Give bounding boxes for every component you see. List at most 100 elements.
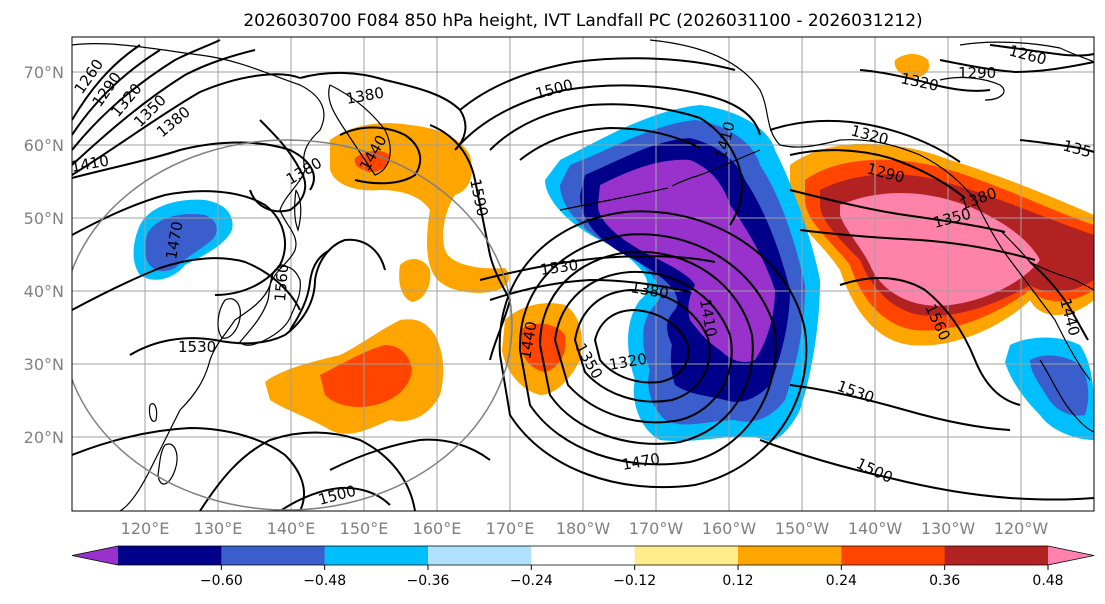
colorbar-tick-label: 0.12 <box>722 573 753 589</box>
contour-1440-kamchatka <box>339 126 422 185</box>
colorbar-tick-label: −0.48 <box>303 573 346 589</box>
contour-1320-arctic <box>859 69 991 92</box>
contour-1590 <box>429 124 512 361</box>
colorbar-tick-label: −0.60 <box>200 573 243 589</box>
contour-1350-edge <box>1019 139 1094 153</box>
lat-label-50n: 50°N <box>24 209 64 228</box>
contour-1380-low <box>553 270 733 424</box>
coast-korea <box>217 298 241 339</box>
contour-1260-arctic <box>989 44 1094 57</box>
label-1530-mid: 1530 <box>539 256 579 279</box>
colorbar-outline <box>71 545 1095 566</box>
contour-1470-n <box>489 103 701 151</box>
contour-1560-mid <box>489 278 691 301</box>
colorbar-extend-high <box>1048 546 1094 565</box>
ivt-negative-west-blue <box>144 213 217 272</box>
lon-label-160e: 160°E <box>413 519 462 538</box>
colorbar-tick-label: 0.48 <box>1032 573 1063 589</box>
contour-1470-w <box>72 190 286 296</box>
contour-1350-low <box>573 288 711 403</box>
contour-1350-nw <box>72 49 256 166</box>
contour-1530-north <box>459 57 736 111</box>
coast-taiwan <box>148 403 158 422</box>
lat-label-40n: 40°N <box>24 282 64 301</box>
lon-label-140e: 140°E <box>267 519 316 538</box>
contour-1290-ne <box>789 149 966 199</box>
contour-1380-n <box>299 71 467 151</box>
colorbar-segment <box>118 546 222 565</box>
contour-1290-arctic <box>939 59 1094 74</box>
contour-1410-alaska <box>699 117 743 226</box>
colorbar-extend-low <box>72 546 118 565</box>
contour-1320-ne <box>769 119 961 163</box>
ivt-positive-subtropical-red <box>320 345 412 407</box>
colorbar-segment <box>944 546 1049 565</box>
figure-title: 2026030700 F084 850 hPa height, IVT Land… <box>243 11 922 31</box>
colorbar-tick-label: −0.36 <box>407 573 450 589</box>
lon-label-130e: 130°E <box>194 519 243 538</box>
contour-1530-japan <box>129 238 386 356</box>
lat-label-70n: 70°N <box>24 63 64 82</box>
colorbar-segment <box>531 546 636 565</box>
contour-1560 <box>839 277 1021 406</box>
contour-1380-nw <box>72 73 301 176</box>
lon-label-150e: 150°E <box>340 519 389 538</box>
ivt-negative-southeast-blue <box>1030 355 1089 416</box>
contour-1500-n <box>454 84 761 151</box>
colorbar-segment <box>428 546 532 565</box>
lon-label-170e: 170°E <box>486 519 535 538</box>
distance-ring <box>72 139 513 511</box>
contour-1350-ne <box>789 189 1006 233</box>
contour-1500-se <box>759 439 1094 501</box>
coastlines <box>72 39 1094 511</box>
contour-1410-low <box>538 250 754 445</box>
coast-aleutians <box>559 187 669 211</box>
lon-label-170w: 170°W <box>629 519 684 538</box>
contour-1320-low <box>593 308 690 384</box>
coast-kamchatka <box>328 84 391 176</box>
lon-label-130w: 130°W <box>921 519 976 538</box>
lon-label-180w: 180°W <box>556 519 611 538</box>
coast-asia-north <box>72 43 325 511</box>
ivt-positive-dateline-red <box>520 323 566 372</box>
contour-1380-ne <box>799 229 1036 261</box>
map-frame <box>71 36 1095 512</box>
coast-alaska <box>649 39 1091 381</box>
lon-label-120e: 120°E <box>121 519 170 538</box>
coast-arctic-2 <box>939 76 1005 101</box>
contour-1500-w <box>72 257 301 311</box>
lon-label-120w: 120°W <box>994 519 1049 538</box>
contour-1470-s <box>498 210 808 489</box>
coast-baja <box>1039 359 1094 433</box>
lat-label-20n: 20°N <box>24 428 64 447</box>
contour-1530-south <box>199 431 416 511</box>
lon-label-140w: 140°W <box>848 519 903 538</box>
contour-1500-south <box>279 486 391 511</box>
contour-1440-n <box>519 126 701 161</box>
map-panel: 1260 1290 1320 1350 1380 1410 1380 1380 … <box>71 36 1095 512</box>
colorbar: −0.60 −0.48 −0.36 −0.24 −0.12 0.12 0.24 0.36 0.4… <box>71 545 1095 589</box>
lat-label-30n: 30°N <box>24 355 64 374</box>
contour-1380-japan <box>249 119 307 213</box>
colorbar-segment <box>841 546 946 565</box>
contour-1260-nw <box>72 44 141 121</box>
coast-arctic-islands <box>959 41 1094 63</box>
lon-label-160w: 160°W <box>702 519 757 538</box>
latitude-labels: 70°N 60°N 50°N 40°N 30°N 20°N <box>24 63 64 447</box>
height-contours <box>72 39 1094 511</box>
coast-alaska-peninsula <box>671 149 761 187</box>
coast-philippines <box>157 443 178 485</box>
colorbar-segment <box>221 546 326 565</box>
coast-north-america <box>999 229 1094 291</box>
contour-1530-e <box>789 384 1011 431</box>
colorbar-tick-label: 0.36 <box>929 573 960 589</box>
contour-1290-nw <box>72 49 161 136</box>
colorbar-tick-label: 0.24 <box>826 573 857 589</box>
colorbar-tick-label: −0.12 <box>613 573 656 589</box>
contour-1440-low <box>518 233 777 466</box>
colorbar-segment <box>634 546 739 565</box>
contour-1560-south <box>329 438 491 471</box>
longitude-labels: 120°E 130°E 140°E 150°E 160°E 170°E 180°… <box>121 519 1049 538</box>
contour-1410-w <box>72 141 315 191</box>
